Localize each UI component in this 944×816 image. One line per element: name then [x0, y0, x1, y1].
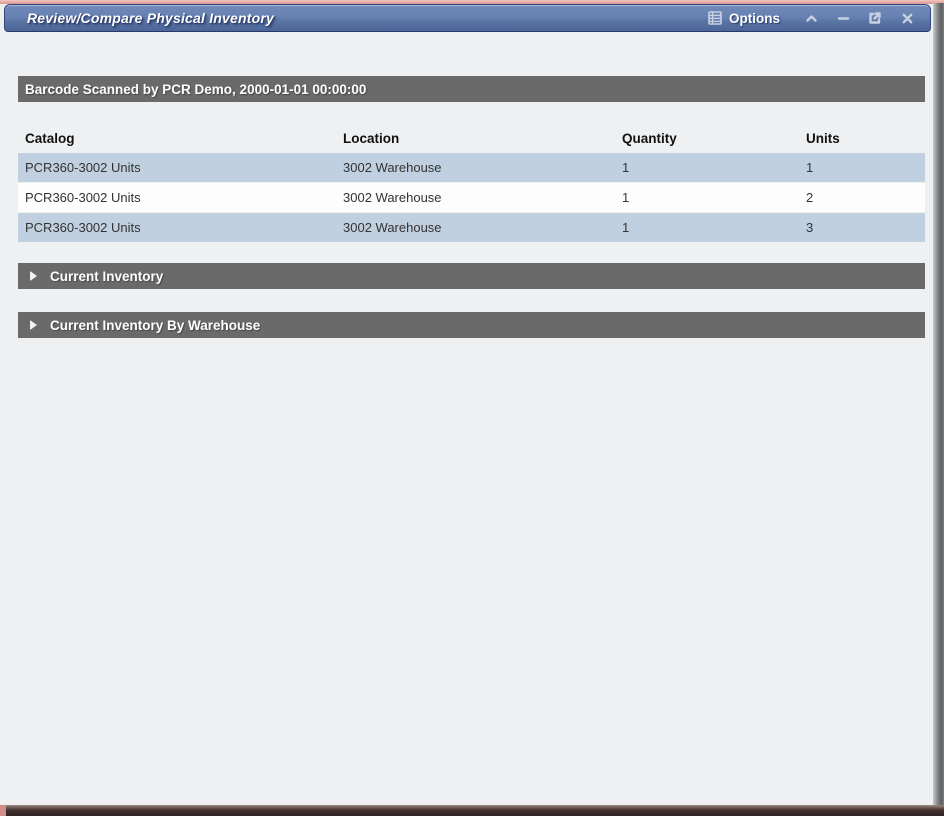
table-row[interactable]: PCR360-3002 Units 3002 Warehouse 1 2 — [18, 183, 925, 212]
cell-quantity: 1 — [622, 160, 630, 175]
cell-location: 3002 Warehouse — [343, 220, 442, 235]
window-border-right[interactable] — [933, 3, 944, 806]
cell-units: 3 — [806, 220, 814, 235]
triangle-right-icon — [30, 271, 37, 281]
window-controls — [802, 9, 916, 27]
column-header-catalog: Catalog — [25, 131, 75, 146]
column-header-units: Units — [806, 131, 840, 146]
title-bar[interactable]: Review/Compare Physical Inventory Option… — [4, 4, 931, 32]
options-label: Options — [729, 10, 780, 26]
window-title: Review/Compare Physical Inventory — [27, 10, 275, 26]
cell-location: 3002 Warehouse — [343, 190, 442, 205]
collapse-button[interactable] — [802, 9, 820, 27]
current-inventory-label: Current Inventory — [50, 268, 164, 284]
current-inventory-by-warehouse-section-header[interactable]: Current Inventory By Warehouse — [18, 312, 925, 338]
triangle-right-icon — [30, 320, 37, 330]
close-button[interactable] — [898, 9, 916, 27]
current-inventory-section-header[interactable]: Current Inventory — [18, 263, 925, 289]
minus-icon — [837, 16, 849, 20]
options-list-icon — [708, 11, 722, 25]
cell-location: 3002 Warehouse — [343, 160, 442, 175]
column-header-quantity: Quantity — [622, 131, 677, 146]
window-border-corner — [0, 805, 6, 816]
window-border-top — [0, 0, 944, 4]
popout-button[interactable] — [866, 9, 884, 27]
arrow-out-icon — [869, 12, 881, 24]
cell-quantity: 1 — [622, 220, 630, 235]
cell-quantity: 1 — [622, 190, 630, 205]
current-inventory-by-warehouse-label: Current Inventory By Warehouse — [50, 317, 261, 333]
cell-units: 1 — [806, 160, 814, 175]
cell-catalog: PCR360-3002 Units — [25, 160, 141, 175]
table-header-row: Catalog Location Quantity Units — [18, 124, 925, 153]
table-row[interactable]: PCR360-3002 Units 3002 Warehouse 1 1 — [18, 153, 925, 182]
barcode-scan-table: Catalog Location Quantity Units PCR360-3… — [18, 124, 925, 243]
close-x-icon — [902, 13, 912, 23]
barcode-scanned-label: Barcode Scanned by PCR Demo, 2000-01-01 … — [25, 81, 367, 97]
column-header-location: Location — [343, 131, 400, 146]
table-row[interactable]: PCR360-3002 Units 3002 Warehouse 1 3 — [18, 213, 925, 242]
chevron-up-icon — [805, 14, 817, 22]
cell-catalog: PCR360-3002 Units — [25, 190, 141, 205]
options-button[interactable]: Options — [708, 11, 780, 26]
window-border-bottom[interactable] — [0, 805, 944, 816]
cell-catalog: PCR360-3002 Units — [25, 220, 141, 235]
barcode-scanned-header: Barcode Scanned by PCR Demo, 2000-01-01 … — [18, 76, 925, 102]
minimize-button[interactable] — [834, 9, 852, 27]
cell-units: 2 — [806, 190, 814, 205]
